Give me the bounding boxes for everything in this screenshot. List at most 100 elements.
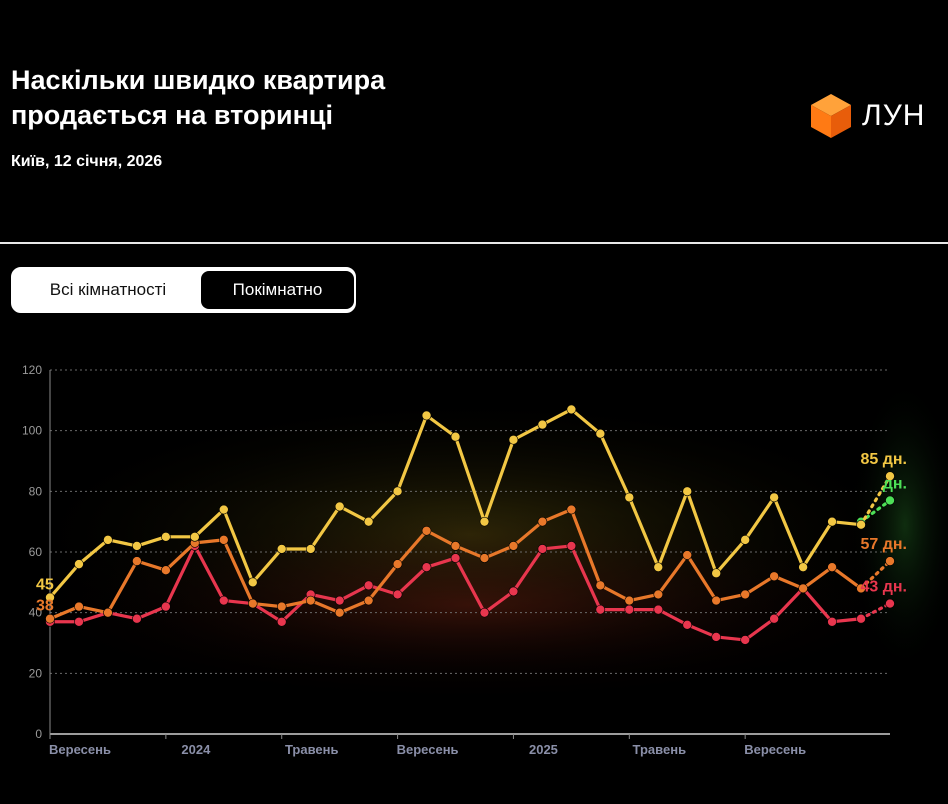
header-divider [0, 242, 948, 244]
chart-labels: дн. 43 дн. 38 57 дн. 45 85 дн. [36, 451, 907, 615]
data-point [132, 541, 142, 551]
series-end-label: 43 дн. [860, 579, 907, 596]
data-point [421, 525, 432, 536]
data-point [479, 516, 490, 527]
data-point [624, 595, 635, 606]
data-point [132, 613, 142, 624]
data-point [305, 595, 316, 606]
data-point [769, 613, 779, 624]
data-point [566, 404, 577, 415]
data-point [653, 604, 664, 615]
data-point [363, 580, 374, 591]
series-0 [45, 404, 895, 603]
y-tick-label: 100 [22, 424, 42, 438]
data-point [45, 613, 55, 624]
y-axis: 0 20 40 60 80 100 120 [22, 363, 42, 741]
y-tick-label: 60 [29, 545, 43, 559]
data-point [508, 541, 519, 551]
chart-series [45, 404, 895, 645]
data-point [653, 562, 664, 572]
data-point [711, 632, 722, 642]
data-point [653, 589, 664, 600]
data-point [161, 565, 171, 575]
data-point [45, 592, 55, 603]
data-point [769, 492, 779, 503]
toggle-all-rooms[interactable]: Всі кімнатності [49, 280, 167, 299]
data-point [421, 562, 432, 572]
data-point [132, 556, 142, 566]
page-subtitle: Київ, 12 січня, 2026 [11, 153, 163, 170]
series-projection [859, 601, 892, 621]
series-start-label: 45 [36, 577, 54, 594]
data-point [276, 616, 287, 627]
data-point [450, 541, 461, 551]
brand-logo: ЛУН [809, 93, 925, 139]
data-point [161, 601, 171, 612]
data-point [363, 595, 374, 606]
logo-text: ЛУН [862, 99, 926, 132]
data-point [595, 428, 606, 439]
data-point [827, 616, 837, 627]
data-point [798, 583, 808, 594]
data-point [392, 486, 403, 497]
data-point [74, 559, 84, 569]
data-point [682, 486, 693, 497]
data-point [711, 595, 722, 606]
y-tick-label: 80 [29, 484, 43, 498]
y-tick-label: 20 [29, 666, 43, 680]
data-point [827, 516, 837, 527]
room-mode-toggle[interactable]: Всі кімнатності Покімнатно [11, 267, 356, 313]
series-end-label: дн. [883, 475, 907, 492]
data-point [218, 535, 229, 545]
cube-logo-icon [811, 94, 851, 138]
data-point [682, 619, 693, 630]
y-tick-label: 120 [22, 363, 42, 377]
chart-glow [10, 375, 948, 705]
data-point [595, 580, 606, 591]
x-tick-label: Травень [285, 742, 339, 757]
data-point [682, 550, 693, 560]
data-point [479, 607, 490, 618]
data-point [363, 516, 374, 527]
data-point [103, 607, 113, 618]
y-tick-label: 0 [35, 727, 42, 741]
data-point [218, 504, 229, 515]
data-point [392, 559, 403, 569]
data-point [856, 583, 866, 594]
data-point [334, 501, 345, 512]
x-tick-label: 2024 [181, 742, 211, 757]
data-point [508, 434, 519, 445]
y-tick-label: 40 [29, 606, 43, 620]
data-point [450, 553, 461, 563]
x-axis: Вересень 2024 Травень Вересень 2025 Травень Ве… [49, 734, 806, 757]
data-point [769, 571, 779, 582]
data-point [740, 535, 750, 545]
data-point [537, 419, 548, 430]
x-tick-label: 2025 [529, 742, 558, 757]
data-point [537, 516, 548, 527]
data-point [740, 589, 750, 600]
x-tick-label: Вересень [397, 742, 459, 757]
data-point [566, 504, 577, 515]
data-point [334, 607, 345, 618]
data-point [508, 586, 519, 597]
data-point [885, 471, 895, 481]
data-point [392, 589, 403, 600]
data-point [624, 492, 635, 503]
data-point [885, 556, 895, 566]
series-end-label: 57 дн. [860, 536, 907, 553]
series-end-label: 85 дн. [860, 451, 907, 468]
data-point [595, 604, 606, 615]
toggle-by-rooms[interactable]: Покімнатно [201, 271, 354, 309]
data-point [827, 562, 837, 572]
data-point [711, 568, 722, 579]
data-point [479, 553, 490, 563]
data-point [161, 532, 171, 542]
data-point [74, 616, 84, 627]
data-point [74, 601, 84, 612]
data-point [276, 544, 287, 554]
data-point [276, 601, 287, 612]
x-tick-label: Травень [633, 742, 687, 757]
data-point [624, 604, 635, 615]
